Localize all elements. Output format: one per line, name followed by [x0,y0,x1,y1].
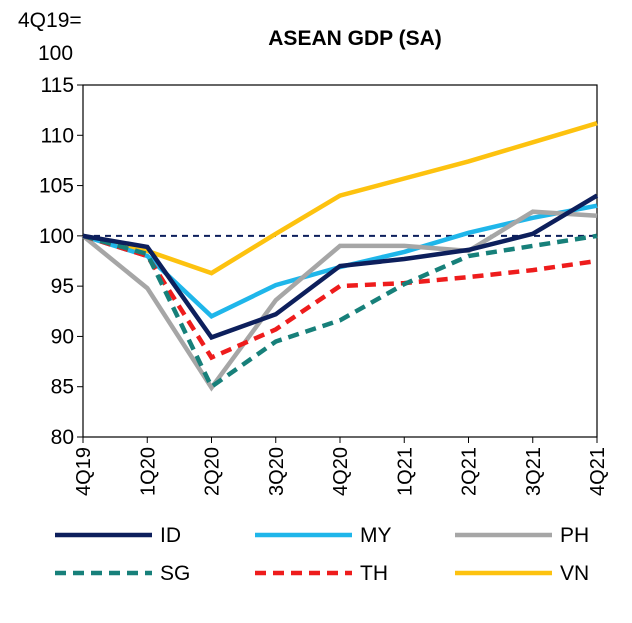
legend-label-th: TH [360,562,388,585]
x-tick-label: 1Q21 [394,447,416,496]
plot-area: 80 85 90 95 100 105 110 115 4Q19 1Q20 2Q20 3Q20 4Q20… [39,74,609,496]
y-tick-label: 95 [51,275,74,298]
plot-frame [82,84,598,438]
series-line-ph [81,209,598,392]
x-tick-label: 1Q20 [137,447,159,496]
y-tick-label: 100 [39,225,74,248]
series-line-id [82,193,599,341]
index-note-line1: 4Q19= [18,9,82,32]
legend-label-id: ID [160,524,181,547]
index-note-line2: 100 [38,42,73,65]
x-tick-label: 3Q20 [266,447,288,496]
legend-label-my: MY [360,524,392,547]
x-tick-label: 4Q21 [587,447,609,496]
chart-title: ASEAN GDP (SA) [268,27,441,50]
x-tick-label: 2Q20 [202,447,224,496]
series-line-my [82,203,598,320]
legend-label-ph: PH [560,524,589,547]
series-line-th [82,233,598,361]
series-line-vn [82,121,598,276]
x-tick-label: 4Q20 [330,447,352,496]
y-tick-label: 90 [51,325,74,348]
legend: ID MY PH SG TH VN [55,524,589,585]
y-tick-label: 105 [39,175,74,198]
y-tick-label: 110 [41,124,74,147]
y-tick-label: 80 [51,426,74,449]
legend-label-sg: SG [160,562,190,585]
series-line-sg [82,233,598,391]
y-tick-label: 85 [51,376,74,399]
y-tick-label: 115 [41,74,74,97]
x-tick-label: 2Q21 [459,447,481,496]
legend-label-vn: VN [560,562,589,585]
x-tick-label: 3Q21 [523,447,545,496]
x-tick-label: 4Q19 [73,447,95,496]
